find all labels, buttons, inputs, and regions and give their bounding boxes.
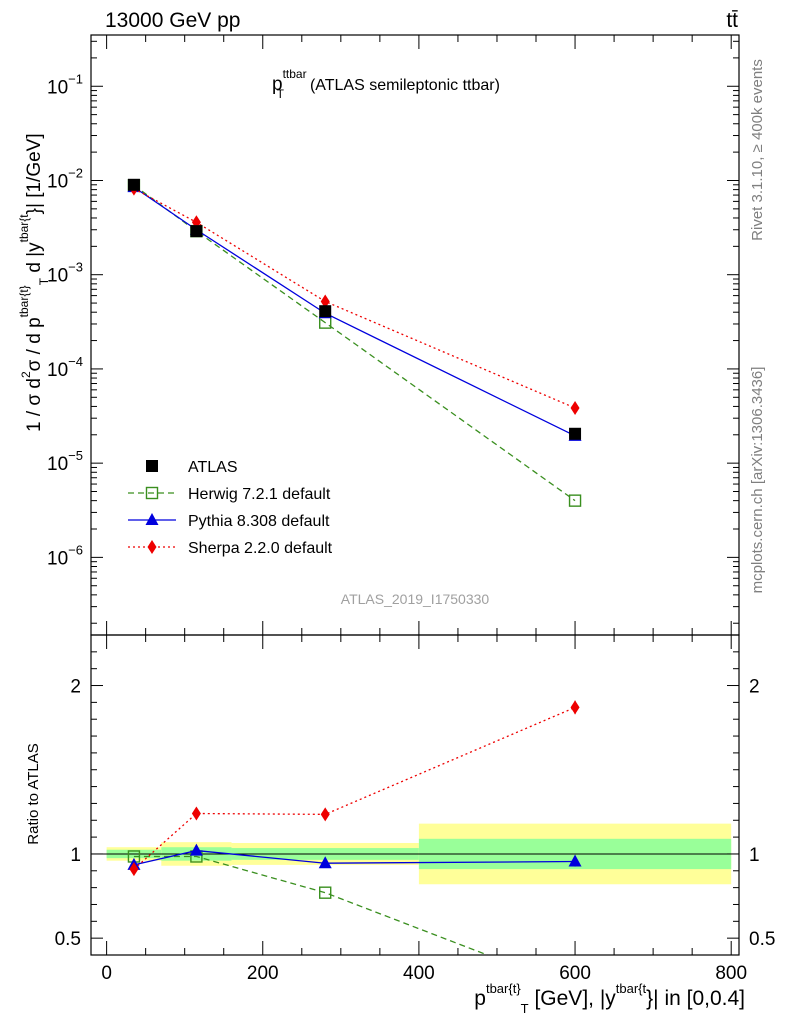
main-line-pythia (133, 186, 576, 437)
main-series-data (127, 178, 582, 440)
ratio-point-pythia-2 (318, 856, 332, 869)
legend-entry-pythia: Pythia 8.308 default (128, 513, 330, 530)
mcplots-label: mcplots.cern.ch [arXiv:1306.3436] (749, 367, 766, 594)
ratio-line-herwig (133, 855, 490, 955)
main-point-sherpa-2 (320, 294, 330, 309)
legend: ATLAS Herwig 7.2.1 default Pythia 8.308 de… (128, 459, 333, 557)
axes-layer: 10−610−510−410−310−210−10 200 400 600 8000.5… (47, 34, 775, 984)
main-plot-title: pttbar T (ATLAS semileptonic ttbar) (272, 67, 500, 101)
main-y-tick-label-4: 10−2 (47, 165, 83, 192)
legend-label-pythia: Pythia 8.308 default (188, 513, 330, 530)
legend-marker-pythia (145, 513, 159, 525)
x-tick-label-0: 0 (101, 963, 112, 984)
main-point-sherpa-3 (570, 400, 580, 415)
main-y-axis-label: 1 / σ d2σ / d ptbar{t}T d |ytbar{t}| [1/… (17, 133, 51, 432)
main-y-tick-label-2: 10−4 (47, 354, 83, 381)
ratio-y-axis-label: Ratio to ATLAS (25, 743, 42, 844)
legend-label-sherpa: Sherpa 2.2.0 default (188, 540, 333, 557)
main-point-data-3 (569, 427, 582, 440)
legend-marker-sherpa (147, 540, 157, 554)
legend-marker-herwig (145, 486, 159, 500)
ratio-line-sherpa (133, 706, 576, 870)
main-line-sherpa (133, 188, 576, 409)
main-point-data-0 (127, 178, 140, 191)
analysis-id-label: ATLAS_2019_I1750330 (341, 591, 490, 607)
ratio-y-tick-label-1: 1 (70, 845, 81, 866)
main-y-tick-label-0: 10−6 (47, 542, 83, 569)
title-main: p (272, 74, 283, 95)
main-y-tick-label-3: 10−3 (47, 260, 83, 287)
title-superscript: ttbar (283, 67, 307, 81)
header-energy-label: 13000 GeV pp (105, 9, 240, 32)
title-description: (ATLAS semileptonic ttbar) (310, 77, 500, 94)
ratio-y-tick-label-right-2: 2 (749, 677, 760, 698)
ratio-y-tick-label-right-0: 0.5 (749, 929, 775, 950)
header-process-label: tt̄ (726, 9, 738, 32)
legend-entry-data: ATLAS (146, 459, 238, 476)
x-axis-label: ptbar{t}T [GeV], |ytbar{t}| in [0,0.4] (474, 981, 745, 1016)
main-series-layer (127, 178, 582, 507)
main-point-herwig-3 (568, 494, 582, 507)
ratio-point-pythia-1 (189, 843, 203, 856)
ratio-series-pythia (127, 843, 582, 870)
x-tick-label-4: 800 (715, 963, 747, 984)
ratio-y-tick-label-right-1: 1 (749, 845, 760, 866)
legend-label-herwig: Herwig 7.2.1 default (188, 486, 331, 503)
main-series-sherpa (129, 181, 580, 415)
ratio-point-sherpa-0 (129, 862, 139, 877)
ratio-plot-frame (90, 634, 740, 956)
legend-entry-herwig: Herwig 7.2.1 default (128, 486, 331, 503)
main-y-tick-label-1: 10−5 (47, 448, 83, 475)
main-y-tick-label-5: 10−1 (47, 71, 83, 98)
x-tick-label-3: 600 (559, 963, 591, 984)
ratio-y-tick-label-2: 2 (70, 677, 81, 698)
ratio-line-pythia (133, 849, 576, 866)
ratio-point-herwig-2 (319, 886, 332, 899)
main-point-data-1 (190, 225, 203, 238)
main-point-data-2 (319, 305, 332, 318)
ratio-series-sherpa (129, 700, 580, 877)
legend-marker-data (146, 460, 158, 472)
ratio-y-tick-label-0: 0.5 (55, 929, 81, 950)
x-tick-label-2: 400 (403, 963, 435, 984)
rivet-version-label: Rivet 3.1.10, ≥ 400k events (749, 59, 766, 241)
x-tick-label-1: 200 (247, 963, 279, 984)
ratio-uncertainty-bands (91, 823, 739, 885)
ratio-series-layer (127, 700, 582, 955)
ratio-point-sherpa-2 (320, 807, 330, 822)
ratio-point-sherpa-1 (191, 806, 201, 821)
legend-label-data: ATLAS (188, 459, 238, 476)
title-subscript: T (277, 87, 285, 101)
legend-entry-sherpa: Sherpa 2.2.0 default (128, 540, 333, 557)
